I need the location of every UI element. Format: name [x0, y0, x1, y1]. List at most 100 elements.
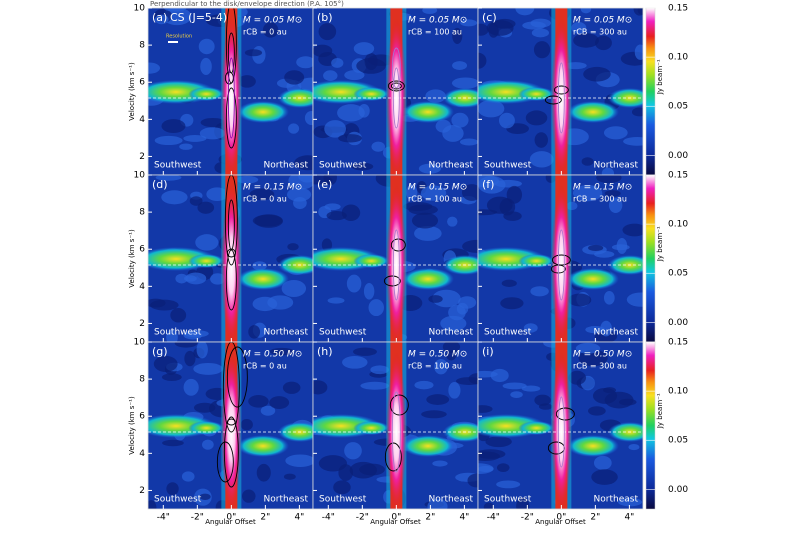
direction-left: Southwest: [484, 495, 532, 505]
velocity-core: [551, 18, 572, 175]
x-tick-label: 2": [425, 513, 435, 523]
y-tick-label: 6: [139, 245, 145, 255]
mass-label: M = 0.05 M⊙: [408, 16, 467, 26]
panel: (b) M = 0.05 M⊙ rCB = 100 au Southwest North…: [312, 7, 479, 176]
emission-band: [518, 254, 555, 268]
emission-band: [402, 435, 454, 457]
panel: -4" -2" 0" 2" 4" (h) M = 0.50 M⊙ rCB = 100 au So…: [312, 341, 479, 526]
x-tick-label: -4": [157, 513, 170, 523]
radius-label: rCB = 300 au: [573, 362, 627, 371]
direction-left: Southwest: [154, 495, 202, 505]
direction-left: Southwest: [154, 328, 202, 338]
y-tick-label: 6: [139, 78, 145, 88]
y-tick-label: 8: [139, 41, 145, 51]
resolution-bar: [168, 41, 178, 43]
emission-band: [518, 87, 555, 101]
x-tick-label: 4": [294, 513, 304, 523]
radius-label: rCB = 0 au: [243, 362, 287, 371]
y-tick-label: 4: [139, 449, 145, 459]
y-axis-label: Velocity (km s⁻¹): [128, 396, 136, 455]
panel-frame: [477, 341, 644, 510]
emission-band: [188, 421, 225, 435]
x-tick-label: -2": [191, 513, 204, 523]
direction-right: Northeast: [594, 495, 639, 505]
colorbar: [645, 341, 656, 510]
y-tick-label: 4: [139, 115, 145, 125]
panel: -4" -2" 0" 2" 4" (i) M = 0.50 M⊙ rCB = 300 au So…: [477, 338, 688, 526]
x-tick-label: 0": [556, 513, 566, 523]
emission-band: [237, 268, 289, 290]
contour: [555, 407, 575, 421]
emission-band: [402, 101, 454, 123]
panel-label: (i): [482, 345, 494, 358]
panel-label: (h): [317, 345, 333, 358]
mass-label: M = 0.05 M⊙: [243, 16, 302, 26]
radius-label: rCB = 100 au: [408, 195, 462, 204]
colorbar-tick-label: 0.00: [668, 485, 688, 495]
velocity-core: [386, 18, 407, 175]
mass-label: M = 0.15 M⊙: [243, 183, 302, 193]
y-tick-label: 2: [139, 486, 145, 496]
emission-band: [402, 268, 454, 290]
velocity-core: [551, 185, 572, 342]
mass-label: M = 0.50 M⊙: [408, 350, 467, 360]
x-axis-label: Angular Offset: [205, 518, 256, 526]
contour: [557, 396, 565, 468]
heatmap: [148, 175, 313, 342]
x-tick-label: 2": [260, 513, 270, 523]
radius-label: rCB = 300 au: [573, 195, 627, 204]
panel-label: (e): [317, 178, 332, 191]
colorbar-tick-label: 0.15: [668, 171, 688, 181]
heatmap: [478, 8, 643, 175]
panel-label: (a): [152, 11, 167, 24]
contour: [387, 80, 405, 92]
emission-band: [237, 435, 289, 457]
emission-band: [188, 87, 225, 101]
direction-right: Northeast: [264, 495, 309, 505]
direction-right: Northeast: [429, 328, 474, 338]
mass-label: M = 0.05 M⊙: [573, 16, 632, 26]
contour: [557, 62, 565, 134]
heatmap: [313, 342, 478, 509]
x-tick-label: -2": [521, 513, 534, 523]
colorbar-tick-label: 0.05: [668, 436, 688, 446]
contour: [227, 57, 235, 139]
heatmap: [478, 342, 643, 509]
colorbar-label: Jy beam⁻¹: [656, 393, 664, 429]
emission-band: [188, 254, 225, 268]
x-tick-label: -4": [487, 513, 500, 523]
panel-label: (d): [152, 178, 168, 191]
colorbar-label: Jy beam⁻¹: [656, 59, 664, 95]
y-tick-label: 10: [134, 4, 146, 14]
panel: 2 4 6 8 10 (a) CS (J=5-4) Resolution M = 0.05 M⊙…: [128, 4, 314, 176]
contour: [226, 418, 236, 426]
mass-label: M = 0.15 M⊙: [573, 183, 632, 193]
radius-label: rCB = 300 au: [573, 28, 627, 37]
heatmap: [478, 175, 643, 342]
x-axis-label: Angular Offset: [370, 518, 421, 526]
direction-right: Northeast: [264, 161, 309, 171]
contour: [226, 248, 236, 258]
emission-band: [237, 101, 289, 123]
mass-label: M = 0.50 M⊙: [573, 350, 632, 360]
heatmap: [148, 8, 313, 175]
y-tick-label: 2: [139, 319, 145, 329]
contour: [391, 47, 401, 89]
contour: [224, 175, 238, 266]
emission-band: [353, 87, 390, 101]
direction-right: Northeast: [264, 328, 309, 338]
colorbar-tick-label: 0.00: [668, 318, 688, 328]
colorbar-tick-label: 0.10: [668, 53, 688, 63]
panel-label: (g): [152, 345, 168, 358]
colorbar-tick-label: 0.15: [668, 4, 688, 14]
direction-right: Northeast: [429, 161, 474, 171]
resolution-label: Resolution: [166, 34, 192, 40]
direction-right: Northeast: [594, 161, 639, 171]
contour: [225, 87, 237, 149]
panel: 2 4 6 8 10 (d) M = 0.15 M⊙ rCB = 0 au Southwest N…: [128, 171, 314, 343]
x-tick-label: -2": [356, 513, 369, 523]
emission-band: [567, 101, 619, 123]
direction-right: Northeast: [594, 328, 639, 338]
colorbar-tick-label: 0.05: [668, 269, 688, 279]
